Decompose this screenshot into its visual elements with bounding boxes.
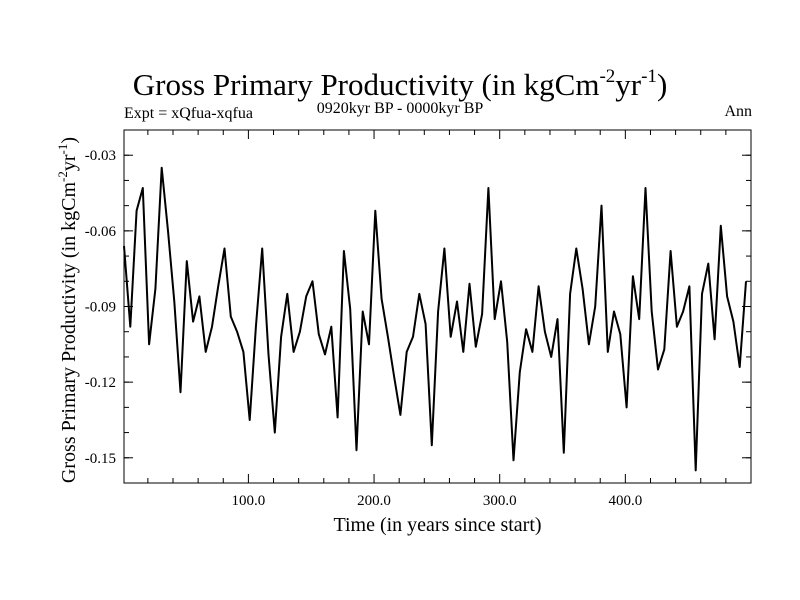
chart-title-exponent-2: -1	[641, 66, 657, 87]
x-tick-label: 200.0	[357, 493, 391, 509]
chart-title-close: )	[656, 67, 668, 102]
x-tick-label: 300.0	[483, 493, 517, 509]
series-group	[123, 166, 747, 472]
plot-frame	[123, 129, 752, 484]
chart-title-unit: yr	[615, 67, 642, 102]
x-tick-label: 400.0	[608, 493, 642, 509]
x-tick-label: 100.0	[232, 493, 266, 509]
y-tick-label: -0.09	[85, 300, 116, 316]
y-tick-label: -0.12	[85, 375, 116, 391]
experiment-label: Expt = xQfua-xqfua	[124, 105, 253, 122]
chart-title-exponent-1: -2	[599, 66, 616, 87]
y-tick-label: -0.03	[85, 148, 116, 164]
axis-ticks: -0.15 -0.12 -0.09 -0.06 -0.03 100.0 200.0 300.0…	[85, 129, 751, 509]
season-label: Ann	[724, 103, 752, 120]
y-tick-label: -0.06	[85, 224, 117, 240]
x-axis-label: Time (in years since start)	[333, 514, 542, 536]
series-line	[123, 166, 747, 472]
chart-subtitle: 0920kyr BP - 0000kyr BP	[316, 100, 484, 117]
chart-title-text: Gross Primary Productivity (in kgCm	[132, 67, 600, 102]
y-tick-label: -0.15	[85, 451, 116, 467]
chart-title: Gross Primary Productivity (in kgCm-2yr-…	[0, 58, 800, 104]
